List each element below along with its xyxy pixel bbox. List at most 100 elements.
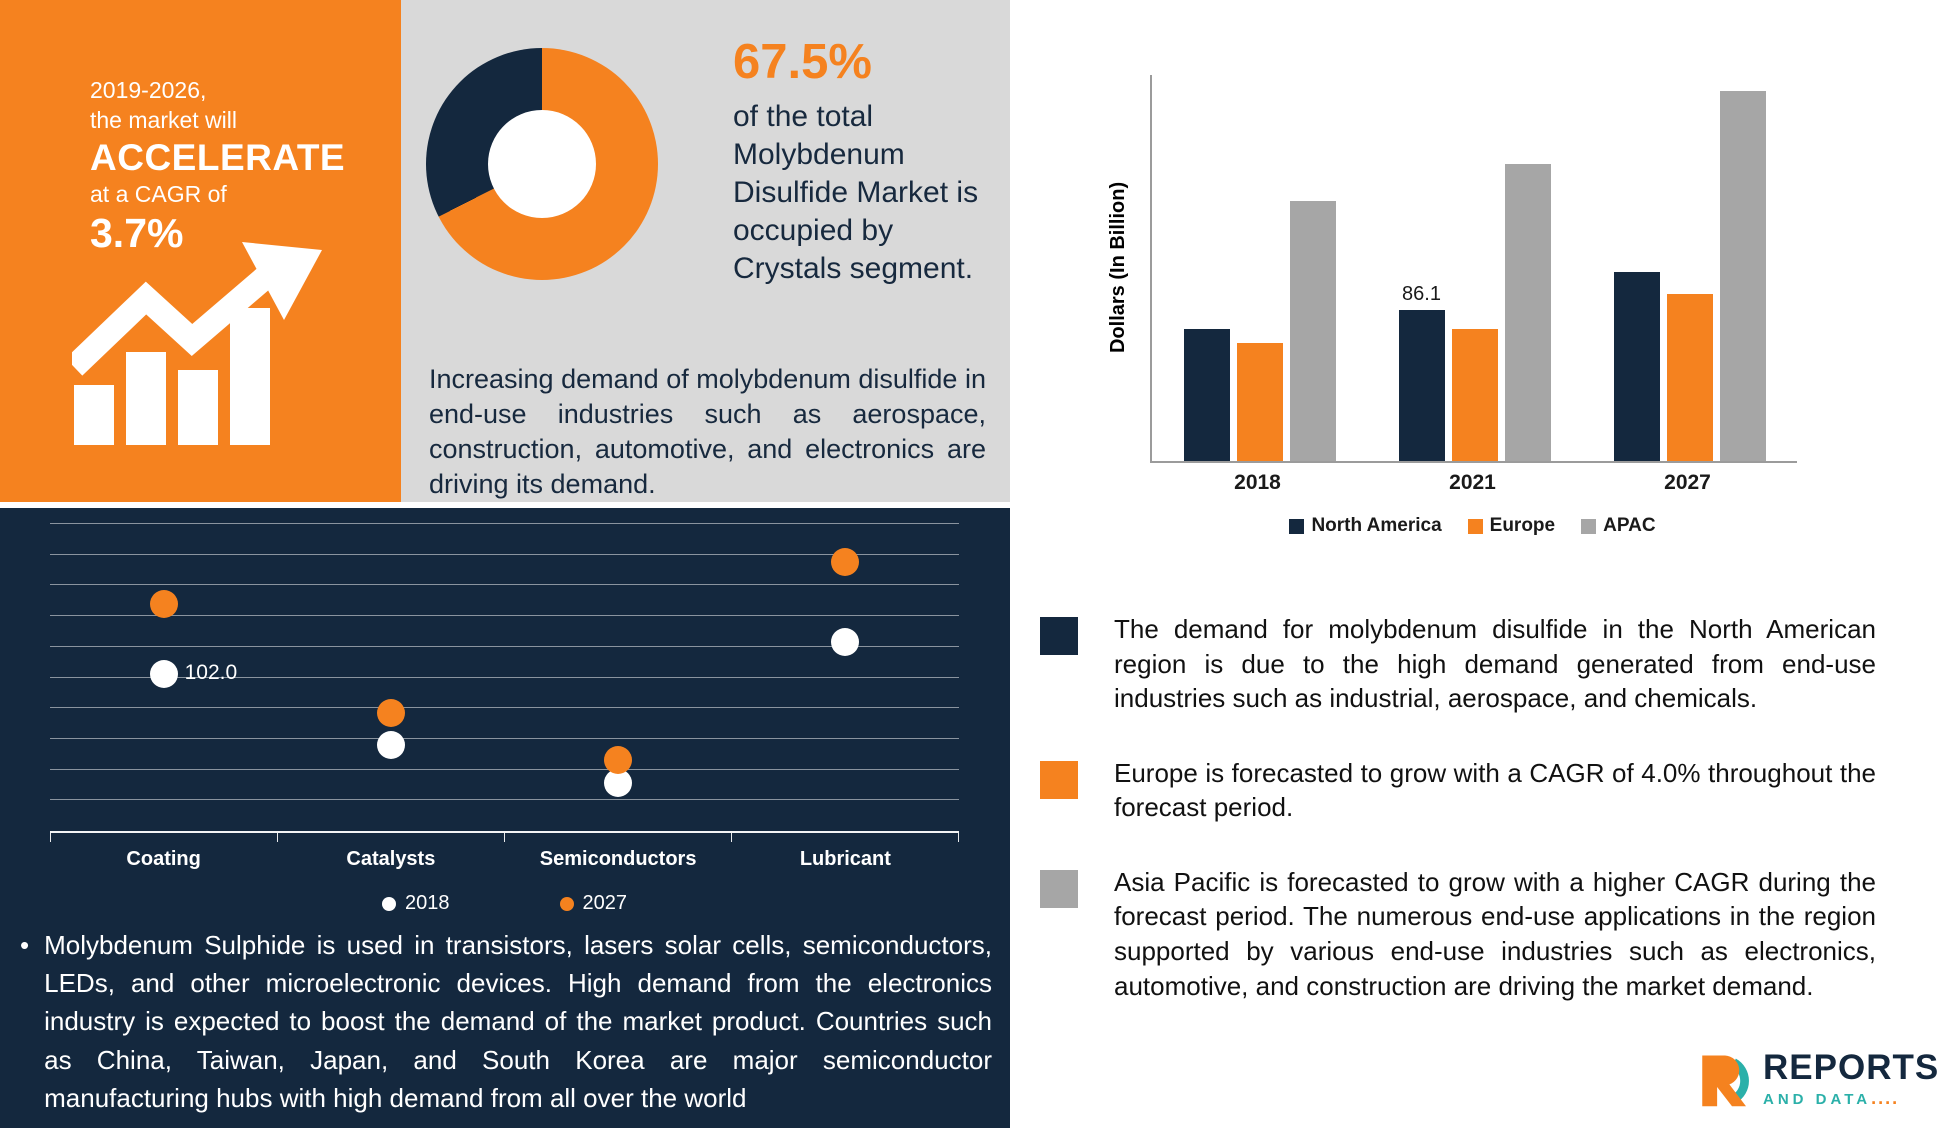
bar-north-america — [1613, 271, 1660, 461]
gridline — [50, 584, 959, 586]
region-note-swatch — [1040, 760, 1078, 799]
legend-label: Europe — [1489, 515, 1556, 536]
region-note-swatch — [1040, 617, 1078, 655]
bar-group — [1613, 75, 1766, 461]
logo: REPORTS AND DATA.... — [1697, 1050, 1939, 1109]
region-note-swatch — [1040, 869, 1078, 908]
cagr-period: 2019-2026, — [90, 77, 207, 103]
demand-text: Increasing demand of molybdenum disulfid… — [429, 364, 986, 500]
bar-x-labels: 2018 2021 2027 — [1150, 471, 1795, 495]
bar-x-label: 2021 — [1449, 471, 1496, 494]
cagr-line4: at a CAGR of — [90, 181, 227, 208]
bar-column — [1666, 75, 1713, 461]
logo-icon — [1702, 1055, 1749, 1106]
scatter-legend-item: 2027 — [559, 892, 628, 915]
bar-chart-y-axis-label: Dollars (In Billion) — [1107, 181, 1129, 353]
bar-europe — [1236, 343, 1283, 461]
scatter-x-label: Coating — [126, 848, 201, 870]
crystals-percentage: 67.5% — [733, 35, 872, 89]
segment-panel: 102.0 Coating Catalysts Semiconductors Lubr… — [0, 508, 1010, 1128]
legend-swatch — [1467, 518, 1483, 534]
donut-chart — [426, 48, 658, 280]
legend-label: APAC — [1603, 515, 1656, 536]
bar-column — [1289, 75, 1336, 461]
bar-plot: 86.1 — [1150, 75, 1797, 463]
bar-x-label: 2018 — [1234, 471, 1281, 494]
logo-reports-text: REPORTS — [1763, 1048, 1940, 1087]
gridline — [50, 737, 959, 739]
bar-column — [1504, 75, 1551, 461]
bar-europe — [1451, 329, 1498, 461]
bar-group: 86.1 — [1398, 75, 1551, 461]
axis-tick-cell — [50, 833, 277, 842]
gridline — [50, 553, 959, 555]
bar-value-label: 86.1 — [1402, 282, 1441, 305]
region-note-apac: Asia Pacific is forecasted to grow with … — [1040, 865, 1876, 1003]
bar-column — [1183, 75, 1230, 461]
region-note-europe: Europe is forecasted to grow with a CAGR… — [1040, 756, 1876, 825]
bar-legend: North America Europe APAC — [1150, 515, 1795, 537]
logo-text: REPORTS AND DATA.... — [1763, 1050, 1939, 1109]
bar-x-label: 2027 — [1664, 471, 1711, 494]
legend-dot — [559, 896, 574, 911]
bar-column — [1451, 75, 1498, 461]
accelerate-text: ACCELERATE — [90, 136, 346, 178]
gridline — [50, 768, 959, 770]
scatter-legend: 2018 2027 — [50, 892, 959, 915]
logo-anddata-text: AND DATA — [1763, 1091, 1872, 1108]
bar-column: 86.1 — [1398, 75, 1445, 461]
bar-column — [1719, 75, 1766, 461]
gridline — [50, 799, 959, 801]
region-notes: The demand for molybdenum disulfide in t… — [1040, 612, 1876, 1003]
bar-column — [1236, 75, 1283, 461]
scatter-x-label: Semiconductors — [539, 848, 697, 870]
legend-swatch — [1581, 518, 1597, 534]
bar-north-america — [1183, 329, 1230, 461]
scatter-x-label: Catalysts — [346, 848, 436, 870]
growth-chart-icon — [72, 242, 322, 445]
bar-group — [1183, 75, 1336, 461]
cagr-line2: the market will — [90, 106, 237, 133]
region-note-text: Asia Pacific is forecasted to grow with … — [1114, 866, 1876, 1001]
scatter-dot-2018-catalysts — [376, 731, 405, 760]
gridline — [50, 707, 959, 709]
scatter-dot-2027-lubricant — [831, 548, 860, 577]
scatter-legend-item: 2018 — [382, 892, 450, 915]
cagr-value: 3.7% — [90, 210, 184, 257]
segment-bullet-text: Molybdenum Sulphide is used in transisto… — [44, 930, 992, 1113]
logo-dots: .... — [1871, 1088, 1900, 1108]
regional-bar-chart: Dollars (In Billion) 86.1 2018 2021 2027 N… — [1095, 61, 1825, 571]
scatter-x-label: Lubricant — [799, 848, 891, 870]
bar-column — [1613, 75, 1660, 461]
bullet-marker: • — [20, 930, 30, 960]
bar-apac — [1719, 90, 1766, 461]
bar-europe — [1666, 294, 1713, 461]
legend-dot — [382, 896, 396, 911]
cagr-panel: 2019-2026, the market will ACCELERATE at… — [0, 0, 401, 502]
region-note-text: The demand for molybdenum disulfide in t… — [1114, 614, 1876, 714]
scatter-dot-2027-catalysts — [376, 698, 405, 727]
legend-item: North America — [1289, 515, 1442, 537]
crystals-panel: 67.5% of the total Molybdenum Disulfide … — [401, 0, 1010, 502]
legend-swatch — [1289, 518, 1305, 534]
gridline — [50, 676, 959, 678]
legend-label: 2027 — [582, 892, 628, 914]
cagr-text-block: 2019-2026, the market will ACCELERATE at… — [90, 76, 345, 257]
scatter-dot-2018-lubricant — [831, 628, 860, 657]
logo-anddata-row: AND DATA.... — [1763, 1088, 1939, 1109]
scatter-dot-2027-semiconductors — [604, 746, 633, 775]
bar-apac — [1504, 164, 1551, 461]
scatter-plot: 102.0 — [50, 523, 959, 833]
scatter-axis-ticks — [50, 833, 959, 842]
legend-item: Europe — [1467, 515, 1556, 537]
legend-item: APAC — [1581, 515, 1656, 537]
axis-tick-cell — [277, 833, 504, 842]
bar-apac — [1289, 201, 1336, 461]
scatter-dot-2018-coating — [149, 660, 178, 689]
scatter-dot-2027-coating — [149, 589, 178, 618]
axis-tick-cell — [731, 833, 959, 842]
gridline — [50, 615, 959, 617]
bar-north-america — [1398, 309, 1445, 461]
legend-label: North America — [1311, 515, 1442, 536]
segment-bullet: • Molybdenum Sulphide is used in transis… — [20, 926, 992, 1117]
